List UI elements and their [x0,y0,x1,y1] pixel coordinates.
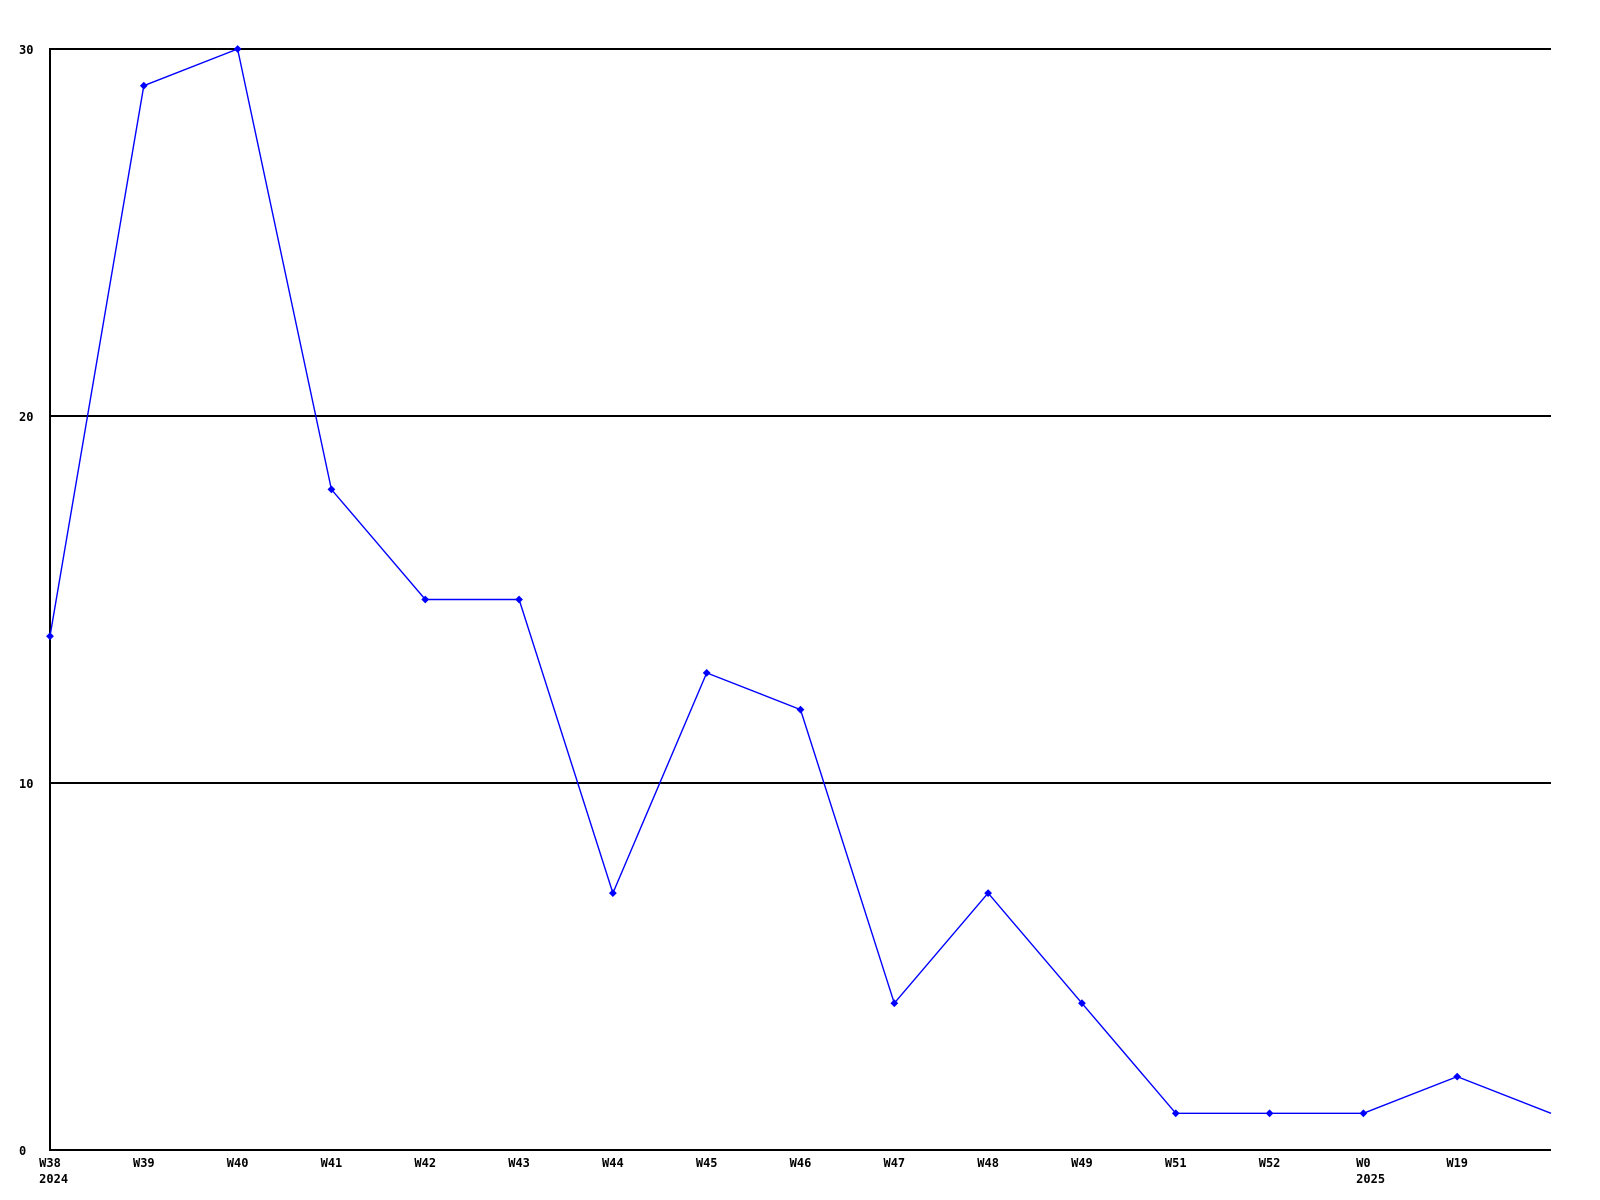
x-axis-tick-label: W41 [321,1156,343,1170]
y-axis-tick-label: 10 [19,777,33,791]
x-axis-tick-label: W43 [508,1156,530,1170]
x-axis-tick-label: W47 [883,1156,905,1170]
data-point-marker [702,668,711,677]
data-point-marker [1171,1109,1180,1118]
x-axis-tick-label: W48 [977,1156,999,1170]
x-axis-tick-label: W38 [39,1156,61,1170]
x-axis-year-label: 2025 [1356,1172,1385,1186]
data-point-marker [421,595,430,604]
x-axis-tick-label: W0 [1356,1156,1370,1170]
data-point-marker [1453,1072,1462,1081]
x-axis-tick-label: W44 [602,1156,624,1170]
data-point-marker [515,595,523,604]
data-point-marker [890,999,899,1008]
data-point-marker [139,81,148,90]
data-point-marker [327,485,336,494]
x-axis-tick-label: W45 [696,1156,718,1170]
data-point-marker [984,889,993,898]
y-axis-tick-label: 0 [19,1144,26,1158]
x-axis-tick-label: W40 [227,1156,249,1170]
x-axis-tick-label: W19 [1446,1156,1468,1170]
data-point-marker [1359,1109,1368,1118]
x-axis-tick-label: W51 [1165,1156,1187,1170]
y-axis-tick-label: 20 [19,410,33,424]
data-point-marker [1265,1109,1274,1118]
data-point-marker [1078,999,1086,1008]
x-axis-tick-label: W39 [133,1156,155,1170]
data-point-marker [796,705,805,714]
y-axis-tick-label: 30 [19,43,33,57]
data-point-marker [608,889,617,898]
data-point-marker [46,632,54,641]
x-axis-tick-label: W49 [1071,1156,1093,1170]
x-axis-tick-label: W52 [1259,1156,1281,1170]
x-axis-year-label: 2024 [39,1172,68,1186]
x-axis-tick-label: W46 [790,1156,812,1170]
data-point-marker [233,45,242,53]
x-axis-tick-label: W42 [414,1156,436,1170]
